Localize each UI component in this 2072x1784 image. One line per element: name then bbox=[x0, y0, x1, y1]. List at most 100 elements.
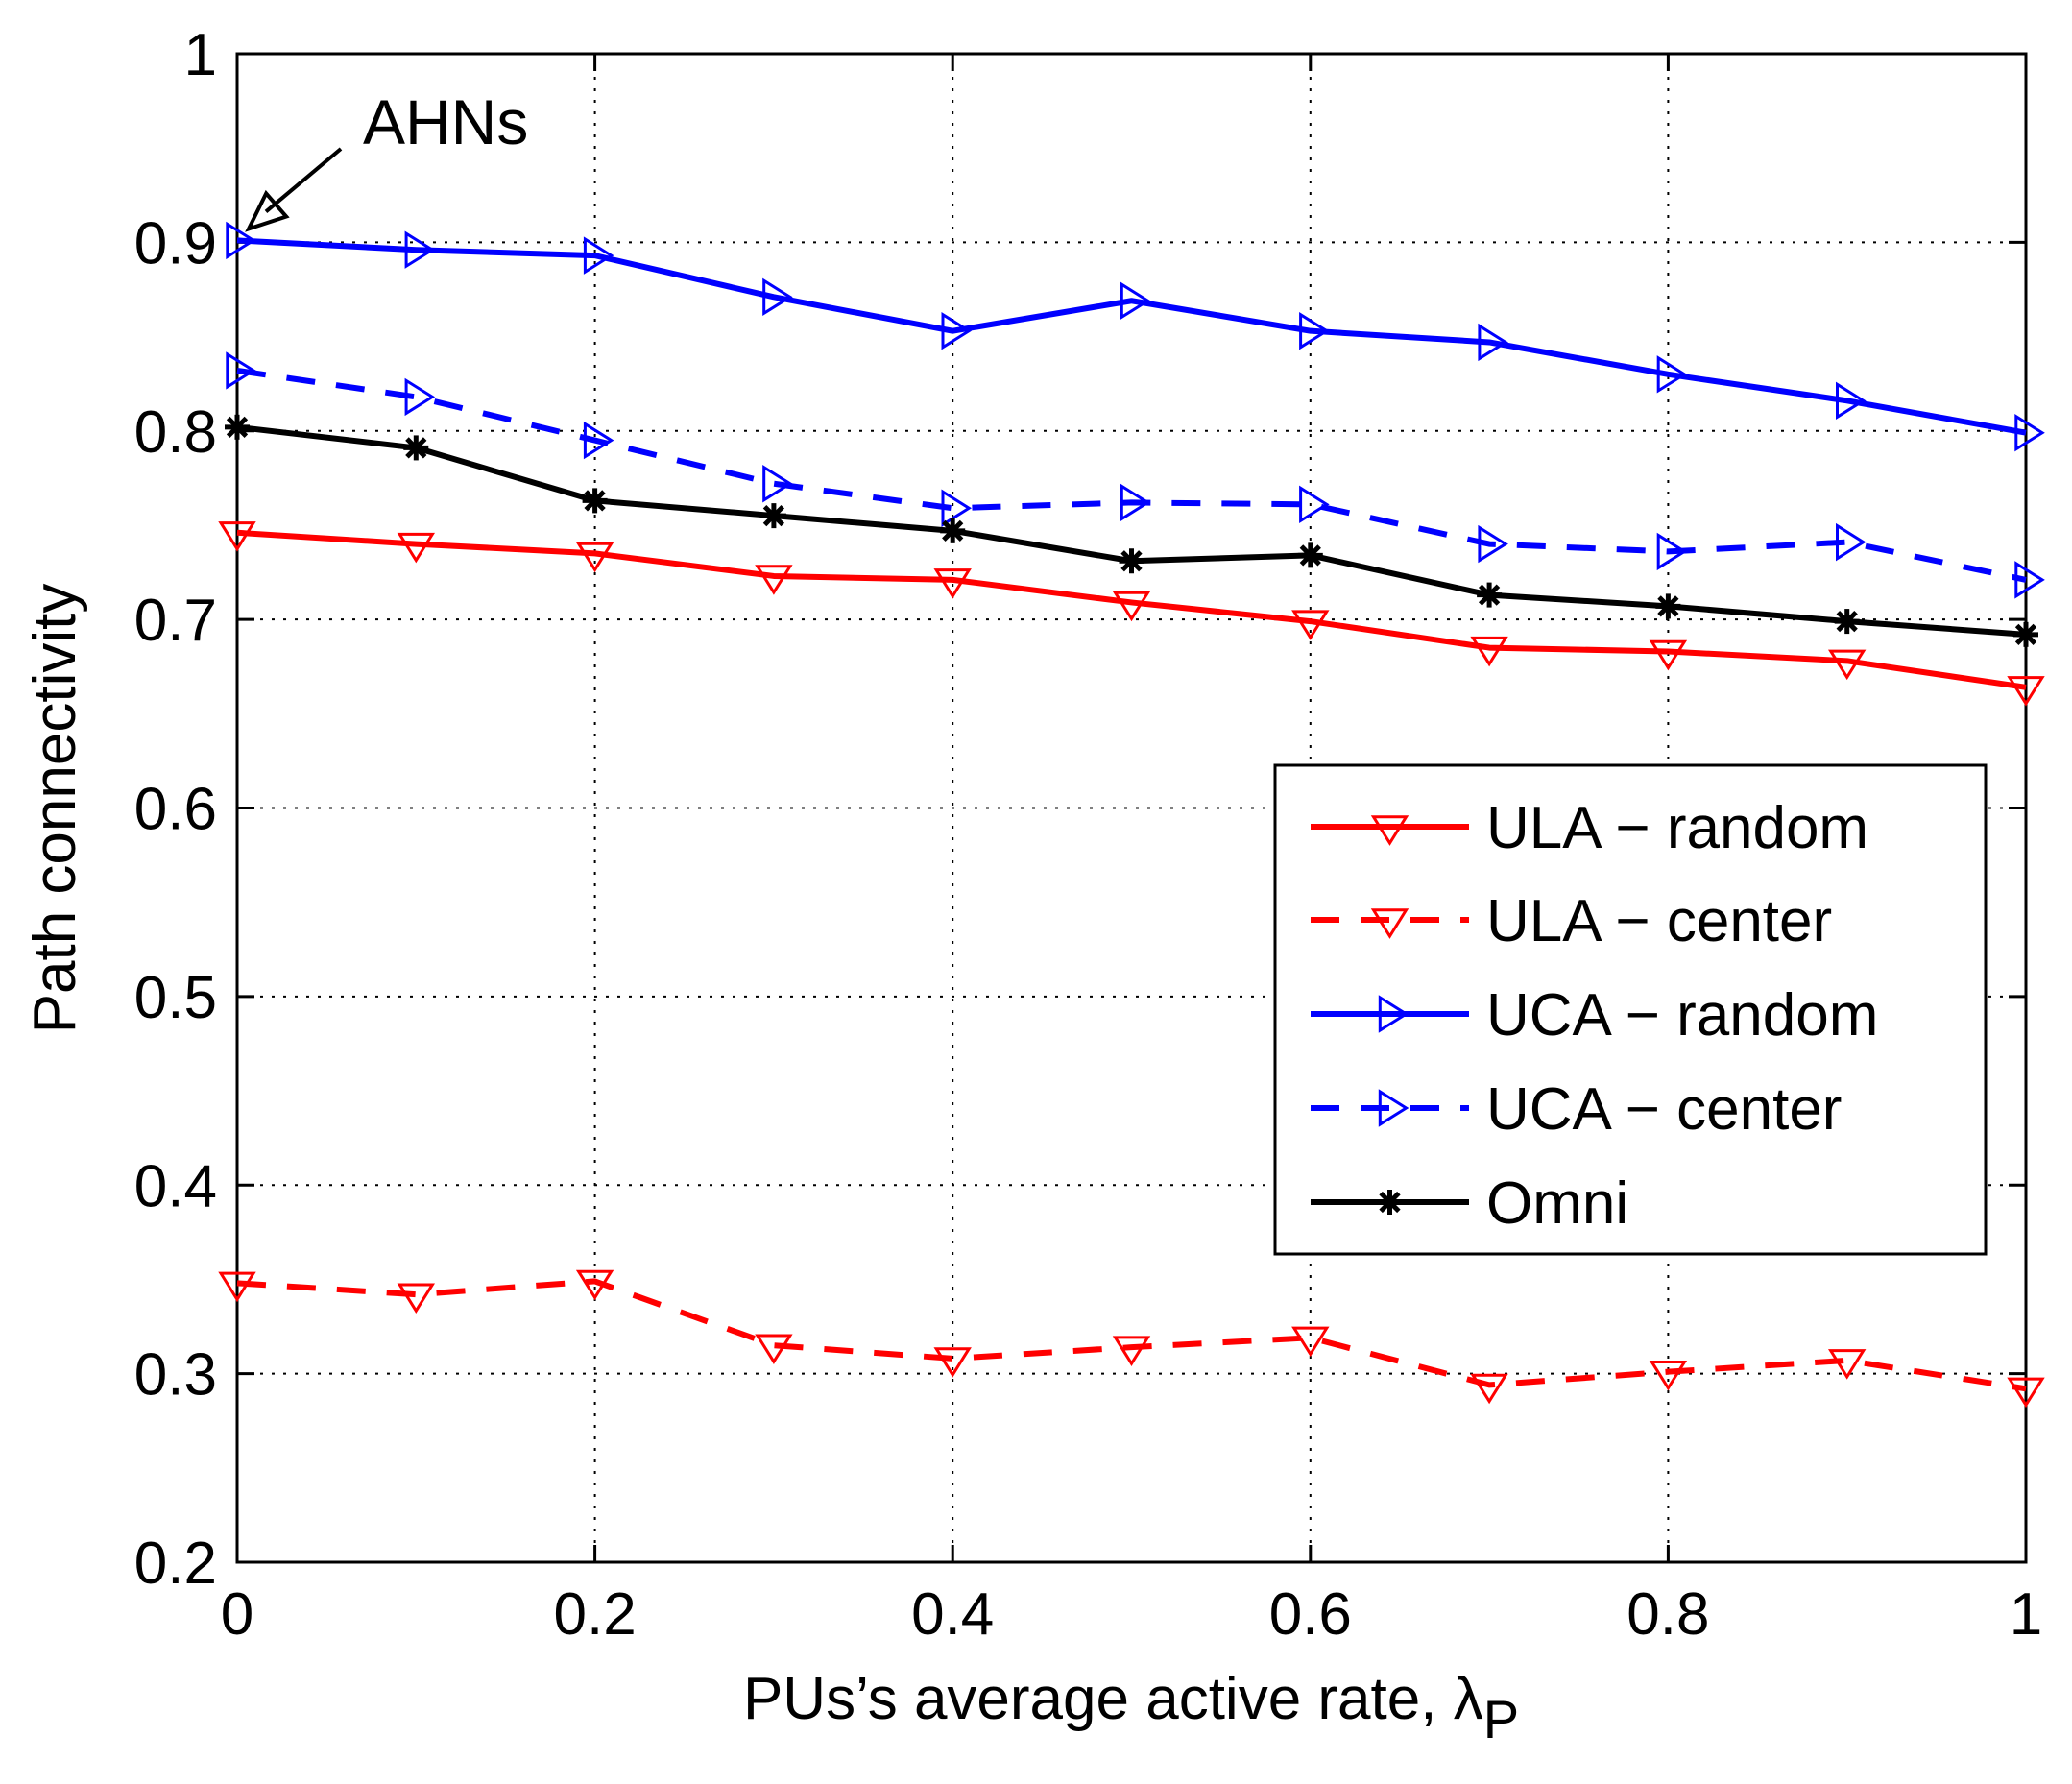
legend-marker bbox=[1370, 908, 1409, 939]
legend-item: UCA − random bbox=[1311, 982, 1878, 1049]
y-tick-label: 1 bbox=[184, 22, 217, 88]
data-point bbox=[582, 488, 608, 514]
series-1 bbox=[218, 1269, 2045, 1409]
data-point bbox=[1120, 281, 1151, 320]
data-point bbox=[1297, 542, 1323, 568]
y-tick-label: 0.4 bbox=[134, 1153, 217, 1219]
data-point bbox=[404, 377, 436, 417]
data-point bbox=[940, 518, 966, 543]
data-point bbox=[933, 568, 972, 599]
series-2 bbox=[226, 221, 2045, 452]
legend-marker bbox=[1377, 1190, 1403, 1215]
series-4 bbox=[225, 414, 2038, 647]
data-point bbox=[225, 414, 250, 440]
data-point bbox=[1291, 1326, 1330, 1358]
legend-marker bbox=[1378, 995, 1409, 1033]
legend-label: UCA − center bbox=[1486, 1076, 1842, 1143]
data-point bbox=[1478, 524, 1508, 564]
data-point bbox=[2013, 621, 2038, 647]
legend: ULA − random ULA − center UCA − random UCA … bbox=[1273, 763, 1988, 1256]
data-point bbox=[218, 1271, 256, 1303]
x-tick-label: 0.6 bbox=[1269, 1581, 1352, 1648]
data-point bbox=[1470, 636, 1508, 667]
annotations: AHNs bbox=[245, 86, 528, 232]
data-point bbox=[1827, 1349, 1867, 1380]
data-point bbox=[403, 435, 429, 461]
legend-item: UCA − center bbox=[1311, 1076, 1842, 1143]
legend-label: UCA − random bbox=[1486, 982, 1878, 1049]
data-point bbox=[1836, 522, 1867, 562]
data-point bbox=[755, 565, 793, 595]
y-tick-label: 0.8 bbox=[134, 399, 217, 466]
data-point bbox=[762, 277, 793, 317]
data-point bbox=[575, 1269, 614, 1301]
legend-label: ULA − random bbox=[1486, 795, 1868, 861]
x-axis-label: PUs’s average active rate, λP bbox=[743, 1666, 1519, 1749]
legend-item: ULA − random bbox=[1311, 795, 1868, 861]
legend-item: Omni bbox=[1311, 1170, 1628, 1237]
series-3 bbox=[226, 351, 2045, 599]
data-point bbox=[1827, 649, 1867, 681]
series-line bbox=[236, 529, 2027, 690]
data-point bbox=[941, 311, 973, 350]
data-point bbox=[583, 236, 614, 275]
axes: 0 0.2 0.4 0.6 0.8 10.20.30.40.50.60.70.80.91 bbox=[134, 22, 2042, 1648]
data-point bbox=[1656, 355, 1688, 394]
data-point bbox=[575, 542, 614, 573]
data-point bbox=[1299, 311, 1330, 350]
data-point bbox=[1291, 610, 1330, 640]
data-point bbox=[2014, 561, 2045, 599]
x-tick-label: 0 bbox=[221, 1581, 253, 1648]
data-point bbox=[583, 421, 614, 460]
legend-box bbox=[1273, 763, 1988, 1256]
legend-label: ULA − center bbox=[1486, 888, 1832, 954]
legend-marker bbox=[1370, 815, 1409, 846]
grid bbox=[237, 54, 2026, 1562]
data-point bbox=[1477, 582, 1503, 608]
data-point bbox=[2007, 1377, 2045, 1409]
data-point bbox=[762, 465, 793, 503]
data-point bbox=[760, 503, 786, 529]
y-tick-label: 0.6 bbox=[134, 777, 217, 843]
y-tick-label: 0.3 bbox=[134, 1342, 217, 1409]
data-point bbox=[755, 1334, 793, 1364]
legend-item: ULA − center bbox=[1311, 888, 1832, 954]
data-point bbox=[404, 230, 436, 269]
legend-marker bbox=[1378, 1089, 1409, 1127]
data-point bbox=[226, 351, 256, 390]
data-point bbox=[933, 1347, 972, 1378]
annotation-ahns: AHNs bbox=[245, 86, 528, 232]
data-point bbox=[1656, 532, 1688, 571]
data-point bbox=[397, 1283, 436, 1314]
x-axis-label-text: PUs’s average active rate, λ bbox=[743, 1666, 1483, 1732]
annotation-text: AHNs bbox=[363, 86, 528, 157]
legend-label: Omni bbox=[1486, 1170, 1628, 1237]
series-line bbox=[236, 367, 2027, 583]
x-axis-label-subscript: P bbox=[1483, 1689, 1519, 1749]
x-tick-label: 0.4 bbox=[911, 1581, 994, 1648]
data-point bbox=[1470, 1373, 1508, 1405]
data-point bbox=[397, 532, 436, 564]
data-point bbox=[1120, 483, 1151, 522]
data-point bbox=[1655, 593, 1681, 619]
annotation-arrow-shaft bbox=[264, 147, 343, 213]
data-point bbox=[2014, 414, 2045, 452]
data-point bbox=[1478, 323, 1508, 362]
y-tick-label: 0.2 bbox=[134, 1531, 217, 1597]
data-point bbox=[1112, 591, 1151, 622]
data-point bbox=[226, 221, 256, 260]
data-point bbox=[1649, 1360, 1688, 1391]
data-point bbox=[1834, 609, 1860, 635]
data-point bbox=[218, 521, 256, 552]
annotation-arrow-head bbox=[245, 189, 290, 232]
data-point bbox=[941, 489, 973, 527]
y-tick-label: 0.5 bbox=[134, 965, 217, 1031]
x-tick-label: 0.8 bbox=[1626, 1581, 1709, 1648]
data-point bbox=[1112, 1336, 1151, 1366]
data-point bbox=[1649, 639, 1688, 671]
data-point bbox=[1299, 485, 1330, 524]
y-axis-label: Path connectivity bbox=[22, 584, 88, 1034]
series-layer bbox=[218, 221, 2045, 1409]
data-point bbox=[1836, 381, 1867, 421]
